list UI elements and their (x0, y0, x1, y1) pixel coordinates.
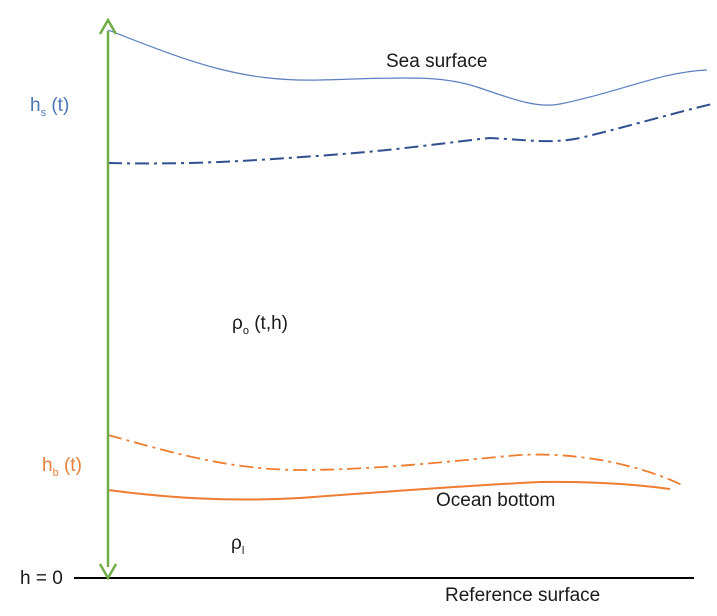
hs-arg: (t) (46, 95, 70, 116)
rho-o-main: ρ (232, 313, 243, 334)
rho-o-sub: o (242, 325, 249, 337)
sea-surface-label: Sea surface (386, 51, 488, 72)
sea-surface-line (107, 29, 708, 106)
reference-surface-label: Reference surface (445, 585, 601, 606)
ocean-bottom-label: Ocean bottom (436, 490, 556, 511)
height-arrow-top-head (98, 17, 118, 35)
hb-main: h (42, 455, 53, 476)
hb-label: hb (t) (42, 455, 82, 479)
ocean-bottom-line (107, 480, 671, 501)
height-arrow-bottom-head (98, 563, 118, 581)
hb-arg: (t) (58, 455, 82, 476)
ocean-bottom-dashdot-line (107, 434, 683, 486)
rho-o-arg: (t,h) (248, 313, 288, 334)
hs-label: hs (t) (30, 95, 70, 119)
hs-sub: s (40, 107, 47, 119)
rho-l-label: ρl (231, 533, 244, 557)
hb-sub: b (52, 467, 59, 479)
h-zero-label: h = 0 (20, 568, 63, 589)
hs-main: h (30, 95, 41, 116)
rho-l-sub: l (241, 545, 245, 557)
rho-l-main: ρ (231, 533, 242, 554)
rho-o-label: ρo (t,h) (232, 313, 288, 337)
sea-surface-dashdot-line (107, 103, 713, 165)
